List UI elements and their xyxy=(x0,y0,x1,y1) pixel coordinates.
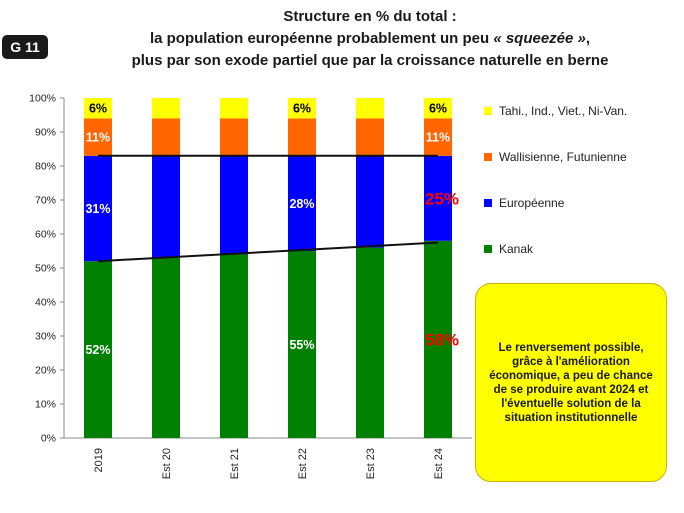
y-tick-label: 50% xyxy=(35,263,56,275)
title-line-2: la population européenne probablement un… xyxy=(60,27,680,50)
x-tick-label: Est 24 xyxy=(433,448,445,479)
bar-tahi-ind-viet-ni-van-est-22 xyxy=(288,98,316,119)
data-label: 28% xyxy=(289,197,314,211)
bar-kanak-est-24 xyxy=(424,240,452,438)
data-label: 55% xyxy=(289,338,314,352)
y-tick-label: 20% xyxy=(35,365,56,377)
y-tick-label: 40% xyxy=(35,297,56,309)
bar-europeenne-est-24 xyxy=(424,155,452,241)
bar-tahi-ind-viet-ni-van-est-24 xyxy=(424,98,452,119)
legend-swatch-kanak xyxy=(484,245,492,253)
bar-wallisienne-futunienne-est-24 xyxy=(424,118,452,156)
legend-label-wallisienne-futunienne: Wallisienne, Futunienne xyxy=(499,150,627,164)
data-label: 6% xyxy=(429,102,447,116)
x-tick-label: Est 23 xyxy=(365,448,377,479)
data-label: 6% xyxy=(293,102,311,116)
y-tick-label: 80% xyxy=(35,161,56,173)
bar-wallisienne-futunienne-est-23 xyxy=(356,118,384,156)
bar-europeenne-est-20 xyxy=(152,155,180,258)
title-line-2-end: , xyxy=(585,30,591,47)
bar-wallisienne-futunienne-2019 xyxy=(84,118,112,156)
x-tick-label: Est 22 xyxy=(297,448,309,479)
bar-europeenne-est-22 xyxy=(288,155,316,251)
data-label: 11% xyxy=(426,131,450,145)
chart-title: Structure en % du total : la population … xyxy=(60,6,680,72)
data-label: 11% xyxy=(86,131,110,145)
bar-kanak-est-22 xyxy=(288,251,316,438)
bar-kanak-est-20 xyxy=(152,257,180,438)
data-label: 25% xyxy=(425,189,459,208)
bar-tahi-ind-viet-ni-van-2019 xyxy=(84,98,112,119)
figure-badge: G 11 xyxy=(2,35,48,59)
bar-wallisienne-futunienne-est-20 xyxy=(152,118,180,156)
y-tick-label: 90% xyxy=(35,127,56,139)
bar-europeenne-2019 xyxy=(84,155,112,262)
bar-kanak-2019 xyxy=(84,261,112,438)
bar-wallisienne-futunienne-est-21 xyxy=(220,118,248,156)
legend-label-kanak: Kanak xyxy=(499,242,534,256)
title-line-1: Structure en % du total : xyxy=(283,8,457,25)
legend-swatch-tahi-ind-viet-ni-van xyxy=(484,107,492,115)
legend-swatch-europeenne xyxy=(484,199,492,207)
x-tick-label: 2019 xyxy=(93,448,105,472)
lower-trend-line xyxy=(97,241,439,263)
y-tick-label: 100% xyxy=(29,93,56,105)
callout-text: Le renversement possible, grâce à l'amél… xyxy=(489,341,653,424)
legend-swatch-wallisienne-futunienne xyxy=(484,153,492,161)
bar-wallisienne-futunienne-est-22 xyxy=(288,118,316,156)
y-tick-label: 10% xyxy=(35,399,56,411)
data-label: 52% xyxy=(85,343,110,357)
title-line-2-start: la population européenne probablement un… xyxy=(149,30,494,47)
bar-kanak-est-21 xyxy=(220,254,248,438)
title-line-3: plus par son exode partiel que par la cr… xyxy=(131,52,609,69)
y-tick-label: 60% xyxy=(35,229,56,241)
y-tick-label: 70% xyxy=(35,195,56,207)
data-label: 31% xyxy=(85,202,110,216)
bar-tahi-ind-viet-ni-van-est-21 xyxy=(220,98,248,119)
title-line-2-italic: « squeezée » xyxy=(493,30,586,47)
x-tick-label: Est 21 xyxy=(229,448,241,479)
y-tick-label: 0% xyxy=(41,433,56,445)
bar-europeenne-est-21 xyxy=(220,155,248,255)
x-tick-label: Est 20 xyxy=(161,448,173,479)
legend-label-tahi-ind-viet-ni-van: Tahi., Ind., Viet., Ni-Van. xyxy=(499,104,627,118)
data-label: 58% xyxy=(425,330,459,349)
bar-europeenne-est-23 xyxy=(356,155,384,248)
bar-kanak-est-23 xyxy=(356,247,384,438)
legend-label-europeenne: Européenne xyxy=(499,196,565,210)
bar-tahi-ind-viet-ni-van-est-23 xyxy=(356,98,384,119)
y-tick-label: 30% xyxy=(35,331,56,343)
data-label: 6% xyxy=(89,102,107,116)
bar-tahi-ind-viet-ni-van-est-20 xyxy=(152,98,180,119)
callout-box: Le renversement possible, grâce à l'amél… xyxy=(475,283,667,482)
